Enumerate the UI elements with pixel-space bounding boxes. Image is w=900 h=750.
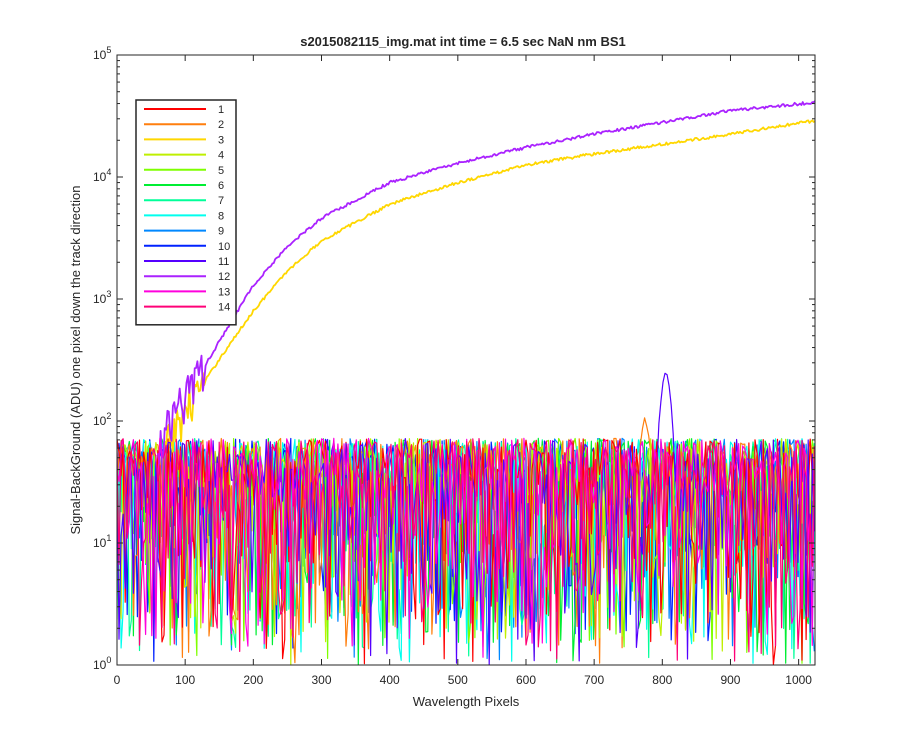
y-tick-label: 101 — [93, 533, 111, 550]
plot-frame — [116, 54, 816, 666]
legend-label-10: 10 — [218, 241, 230, 253]
legend-label-1: 1 — [218, 104, 224, 116]
legend-box — [135, 99, 237, 326]
legend-label-9: 9 — [218, 226, 224, 238]
y-tick-label: 105 — [93, 45, 111, 62]
x-tick-label: 0 — [114, 673, 121, 687]
legend-label-14: 14 — [218, 302, 230, 314]
series-layer — [117, 100, 815, 665]
x-tick-label: 500 — [448, 673, 468, 687]
y-tick-label: 100 — [93, 655, 111, 672]
x-axis-label: Wavelength Pixels — [413, 694, 520, 709]
x-tick-label: 900 — [720, 673, 740, 687]
legend-label-4: 4 — [218, 150, 224, 162]
y-tick-label: 103 — [93, 289, 111, 306]
series-line-14 — [117, 438, 815, 662]
legend-label-3: 3 — [218, 134, 224, 146]
x-tick-label: 800 — [652, 673, 672, 687]
series-line-3 — [163, 119, 815, 453]
x-tick-label: 200 — [243, 673, 263, 687]
legend-label-7: 7 — [218, 195, 224, 207]
x-tick-label: 1000 — [785, 673, 812, 687]
series-line-12 — [157, 100, 815, 465]
y-tick-label: 104 — [93, 167, 111, 184]
legend-label-2: 2 — [218, 119, 224, 131]
y-axis-label: Signal-BackGround (ADU) one pixel down t… — [68, 185, 83, 534]
y-tick-label: 102 — [93, 411, 111, 428]
chart-title: s2015082115_img.mat int time = 6.5 sec N… — [300, 34, 626, 49]
x-axis: 0 100 200 300 400 500 600 700 800 900 1000 — [114, 55, 812, 687]
legend-label-11: 11 — [218, 256, 229, 268]
series-line-13 — [117, 437, 815, 658]
legend-label-5: 5 — [218, 165, 224, 177]
legend-label-6: 6 — [218, 180, 224, 192]
x-tick-label: 600 — [516, 673, 536, 687]
legend-label-8: 8 — [218, 210, 224, 222]
x-tick-label: 700 — [584, 673, 604, 687]
legend-label-13: 13 — [218, 286, 230, 298]
x-tick-label: 100 — [175, 673, 195, 687]
x-tick-label: 300 — [311, 673, 331, 687]
x-tick-label: 400 — [380, 673, 400, 687]
legend-label-12: 12 — [218, 271, 230, 283]
